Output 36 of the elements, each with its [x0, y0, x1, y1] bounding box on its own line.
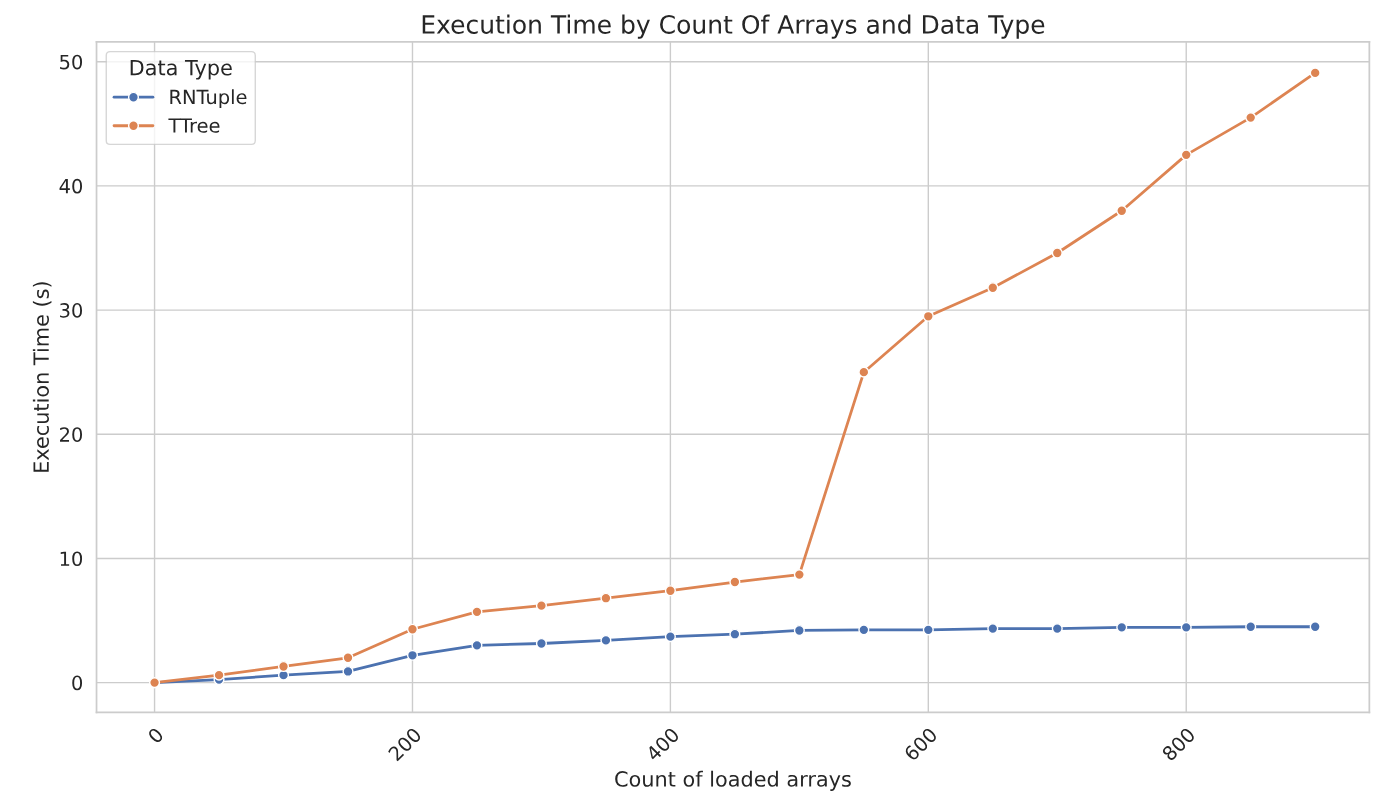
x-tick-label: 0	[146, 726, 165, 745]
point	[1180, 621, 1192, 633]
point	[600, 634, 612, 646]
point	[277, 660, 290, 673]
x-tick-label: 400	[645, 726, 681, 762]
x-axis-title: Count of loaded arrays	[615, 770, 851, 791]
chart-title: Execution Time by Count Of Arrays and Data Type	[422, 14, 1045, 39]
point	[664, 585, 676, 597]
y-tick-label: 0	[72, 675, 83, 691]
legend-label: TTree	[168, 118, 220, 133]
point	[600, 592, 612, 604]
x-tick-label: 600	[903, 726, 939, 762]
y-tick-label: 50	[60, 54, 83, 70]
y-tick-label: 40	[59, 178, 83, 194]
point	[1180, 149, 1192, 161]
y-tick-label: 10	[60, 551, 83, 567]
y-tick-label: 30	[60, 303, 83, 318]
y-tick-label: 20	[60, 427, 83, 442]
point	[471, 639, 483, 651]
point	[858, 366, 870, 378]
x-tick-label: 800	[1161, 726, 1196, 762]
legend-label: RNTuple	[170, 89, 247, 109]
point	[342, 665, 354, 678]
point	[922, 624, 934, 636]
point	[1116, 621, 1128, 633]
point	[664, 631, 676, 643]
x-tick-label: 200	[387, 726, 423, 762]
y-axis-title: Execution Time (s)	[32, 282, 52, 472]
point	[406, 649, 419, 661]
point	[922, 310, 934, 322]
point	[729, 576, 741, 588]
legend-title: Data Type	[130, 60, 232, 80]
point	[213, 669, 225, 681]
point	[729, 628, 741, 640]
point	[1051, 247, 1063, 259]
point	[406, 623, 419, 635]
